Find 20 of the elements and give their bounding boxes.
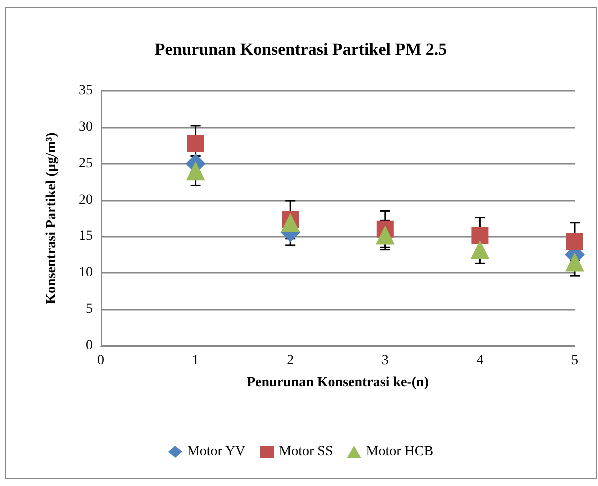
- x-axis-title: Penurunan Konsentrasi ke-(n): [246, 376, 430, 390]
- x-tick-label: 5: [572, 354, 578, 368]
- y-axis-title: Konsentrasi Partikel (µg/m³): [44, 132, 60, 304]
- y-tick-label: 35: [79, 84, 93, 98]
- x-tick-label: 4: [476, 354, 484, 368]
- y-tick-label: 0: [86, 338, 93, 354]
- chart-title: Penurunan Konsentrasi Partikel PM 2.5: [154, 40, 448, 59]
- x-tick-label: 1: [192, 354, 200, 368]
- y-tick-label: 25: [79, 156, 93, 172]
- x-tick-label: 0: [98, 354, 104, 368]
- legend-label: Motor SS: [279, 444, 334, 460]
- x-tick-label: 3: [382, 354, 389, 368]
- y-tick-label: 10: [79, 266, 93, 281]
- y-tick-label: 20: [79, 192, 93, 208]
- y-tick-label: 15: [79, 229, 93, 244]
- legend-label: Motor HCB: [366, 444, 434, 460]
- y-tick-label: 30: [79, 120, 93, 135]
- y-tick-label: 5: [86, 302, 93, 318]
- legend-label: Motor YV: [187, 444, 246, 460]
- x-tick-label: 2: [287, 354, 294, 368]
